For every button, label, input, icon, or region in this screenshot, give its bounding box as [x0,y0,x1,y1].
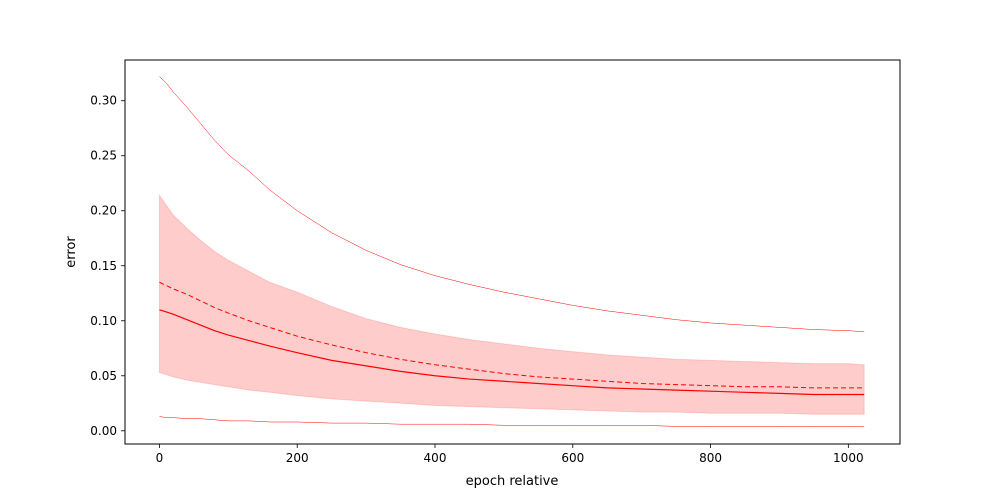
y-tick-label: 0.25 [90,149,117,163]
series-line-solid [159,309,865,396]
plot-area-frame [124,59,901,445]
y-tick-label: 0.15 [90,259,117,273]
y-tick-label: 0.20 [90,204,117,218]
series-line-dashed [159,281,865,389]
y-tick-label: 0.00 [90,424,117,438]
x-tick-label: 200 [286,451,309,465]
confidence-band [158,193,865,415]
series-line-bound-3 [159,416,865,427]
x-tick-label: 0 [156,451,164,465]
series-line-bound-2 [159,76,865,333]
y-tick-label: 0.10 [90,314,117,328]
y-tick-label: 0.05 [90,369,117,383]
x-tick-label: 1000 [833,451,864,465]
x-tick-label: 600 [561,451,584,465]
confidence-band-layer [158,193,865,415]
x-tick-label: 800 [699,451,722,465]
y-tick-label: 0.30 [90,94,117,108]
x-tick-label: 400 [424,451,447,465]
series-layer [159,76,865,427]
y-axis-label: error [64,236,79,268]
x-axis-ticks: 0 200 400 600 800 1000 [156,444,864,465]
x-axis-label: epoch relative [466,474,559,489]
y-axis-ticks: 0.00 0.05 0.10 0.15 0.20 0.25 0.30 [90,94,125,438]
